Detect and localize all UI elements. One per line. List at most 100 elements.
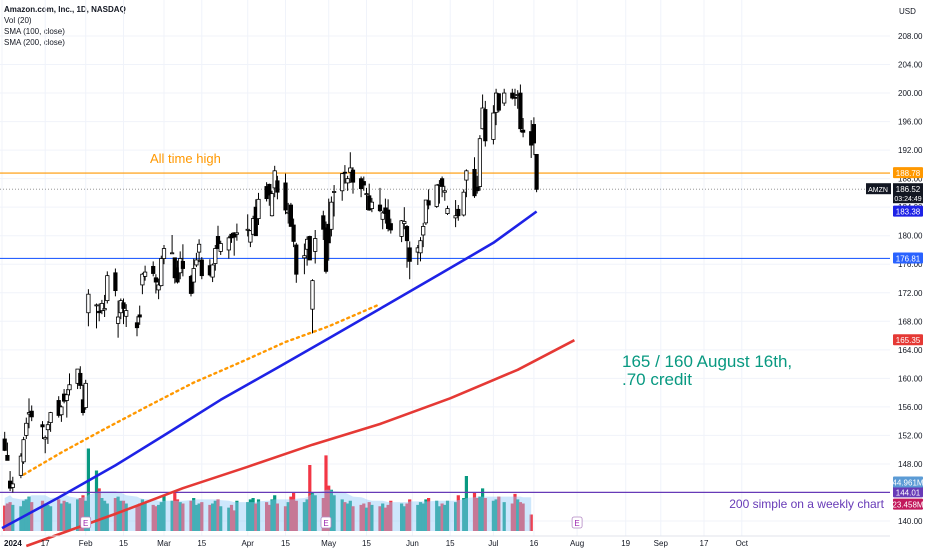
volume-bar	[40, 500, 45, 531]
candle-body	[418, 240, 423, 254]
candle-body	[475, 186, 480, 192]
volume-bar	[383, 507, 387, 531]
candle-body	[377, 204, 383, 212]
volume-bar	[292, 492, 296, 531]
y-tick-label: 176.00	[898, 260, 923, 269]
volume-bar	[313, 495, 317, 531]
volume-bar	[181, 503, 185, 531]
volume-bar	[518, 502, 522, 531]
volume-bar	[445, 500, 450, 531]
volume-bar	[427, 498, 431, 531]
candle-body	[2, 438, 7, 451]
candle-body	[43, 437, 48, 440]
y-tick-label: 140.00	[898, 517, 923, 526]
candle-body	[142, 271, 148, 277]
volume-bar	[289, 496, 293, 531]
volume-bar	[81, 495, 85, 531]
volume-bar	[327, 485, 331, 531]
volume-bar	[232, 510, 236, 531]
candle-body	[456, 208, 461, 217]
axis-price-tag	[893, 498, 923, 510]
volume-bar	[475, 498, 479, 531]
y-tick-label: 180.00	[898, 232, 923, 241]
y-tick-label: 192.00	[898, 146, 923, 155]
candle-body	[248, 230, 253, 243]
legend-symbol-title: Amazon.com, Inc., 1D, NASDAQ	[4, 5, 126, 14]
candle-body	[253, 206, 258, 237]
volume-bar	[211, 503, 215, 531]
volume-bar	[443, 504, 447, 531]
axis-price-tag-label: 165.35	[896, 336, 921, 345]
volume-bar	[235, 500, 239, 531]
volume-bar	[208, 504, 212, 531]
candle-body	[99, 303, 104, 311]
moving-averages	[1, 210, 576, 548]
volume-bar	[343, 502, 347, 531]
x-tick-label: 15	[362, 539, 371, 548]
candle-body	[218, 243, 223, 252]
last-price-label: 186.52	[896, 185, 921, 194]
y-tick-label: 200.00	[898, 89, 923, 98]
candle-body	[453, 215, 458, 219]
volume-bar	[286, 502, 290, 531]
candle-body	[531, 124, 537, 144]
volume-bar	[270, 499, 274, 531]
volume-bar	[265, 502, 269, 531]
volume-bar	[462, 498, 466, 531]
candle-body	[510, 92, 515, 99]
candle-body	[361, 181, 366, 186]
candle-body	[369, 201, 375, 210]
volume-bar	[189, 500, 193, 531]
y-tick-label: 168.00	[898, 317, 923, 326]
volume-bar	[57, 499, 61, 531]
candle-body	[483, 109, 488, 142]
axis-price-tag	[893, 252, 923, 264]
candle-body	[105, 275, 110, 302]
candle-body	[272, 170, 277, 189]
candle-body	[94, 304, 99, 307]
volume-bar	[124, 503, 128, 531]
volume-bar	[362, 503, 366, 531]
volume-bar	[157, 504, 161, 531]
x-tick-label: 15	[197, 539, 206, 548]
volume-bar	[364, 507, 369, 531]
candle-body	[345, 178, 350, 184]
volume-bar	[491, 500, 495, 531]
x-tick-label: 17	[41, 539, 50, 548]
candle-body	[329, 201, 334, 230]
x-tick-label: Feb	[79, 539, 93, 548]
candle-body	[245, 228, 250, 231]
volume-bars	[3, 448, 533, 531]
price-axis-bg	[890, 0, 932, 550]
axis-price-tag	[893, 476, 923, 488]
candle-body	[407, 247, 412, 262]
volume-bar	[86, 448, 90, 531]
candle-body	[226, 237, 231, 251]
y-tick-label: 160.00	[898, 374, 923, 383]
volume-bar	[440, 503, 444, 531]
candle-body	[188, 275, 194, 294]
volume-bar	[275, 503, 279, 531]
candle-body	[169, 252, 175, 255]
candle-body	[534, 153, 539, 190]
volume-bar	[483, 498, 487, 531]
volume-bar	[421, 503, 425, 531]
annotation-trade-line1: 165 / 160 August 16th,	[622, 352, 792, 371]
candle-body	[97, 310, 102, 314]
candle-body	[24, 422, 29, 436]
volume-bar	[194, 504, 198, 531]
candle-body	[288, 204, 294, 227]
candle-body	[159, 258, 164, 287]
volume-bar	[370, 504, 374, 531]
volume-bar	[464, 476, 468, 531]
volume-bar	[5, 503, 9, 531]
y-tick-label: 148.00	[898, 460, 923, 469]
earnings-label: E	[323, 519, 328, 528]
candle-body	[59, 406, 64, 416]
volume-bar	[154, 506, 158, 531]
volume-bar	[256, 499, 261, 531]
volume-bar	[213, 500, 217, 531]
x-tick-label: Sep	[654, 539, 669, 548]
volume-bar	[348, 500, 352, 531]
